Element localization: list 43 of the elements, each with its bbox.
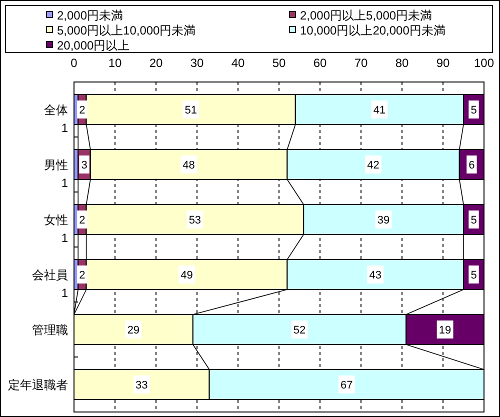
data-label: 6	[468, 160, 475, 172]
data-label: 33	[136, 380, 148, 392]
legend-label: 2,000円未満	[57, 8, 124, 22]
data-label: 41	[373, 104, 386, 116]
x-tick-label: 80	[395, 56, 409, 70]
y-tick-label: 定年退職者	[8, 378, 68, 392]
x-tick-label: 60	[313, 56, 327, 70]
data-label: 2	[79, 270, 86, 282]
data-label: 51	[184, 104, 197, 116]
data-label: 5	[470, 214, 477, 226]
x-tick-label: 100	[474, 56, 494, 70]
data-label: 53	[188, 214, 202, 226]
legend-label: 5,000円以上10,000円未満	[57, 24, 196, 38]
y-tick-label: 女性 1	[44, 213, 68, 245]
y-tick-label: 男性 1	[44, 158, 68, 190]
x-tick-label: 20	[149, 56, 163, 70]
data-label: 43	[369, 270, 382, 282]
data-label: 3	[81, 160, 88, 172]
data-label: 5	[470, 104, 477, 116]
x-tick-label: 0	[70, 56, 78, 70]
x-tick-label: 10	[108, 56, 122, 70]
legend-label: 10,000円以上20,000円未満	[300, 24, 446, 38]
data-label: 52	[293, 324, 306, 336]
x-tick-label: 40	[231, 56, 245, 70]
data-label: 2	[79, 214, 86, 226]
y-tick-label: 会社員 1	[32, 268, 68, 300]
legend-label: 20,000円以上	[57, 38, 130, 52]
data-label: 67	[340, 380, 353, 392]
data-label: 48	[182, 160, 195, 172]
data-label: 2	[79, 104, 86, 116]
data-label: 29	[127, 324, 140, 336]
data-label: 42	[367, 160, 380, 172]
x-tick-label: 30	[190, 56, 204, 70]
data-label: 39	[377, 214, 390, 226]
y-tick-label: 管理職	[32, 323, 68, 337]
y-tick-label: 全体 1	[44, 103, 68, 135]
x-tick-label: 70	[354, 56, 368, 70]
x-tick-label: 90	[436, 56, 450, 70]
data-label: 19	[438, 324, 452, 336]
data-label: 49	[180, 270, 193, 282]
data-label: 5	[470, 270, 477, 282]
legend-label: 2,000円以上5,000円未満	[300, 8, 432, 22]
x-tick-label: 50	[272, 56, 286, 70]
